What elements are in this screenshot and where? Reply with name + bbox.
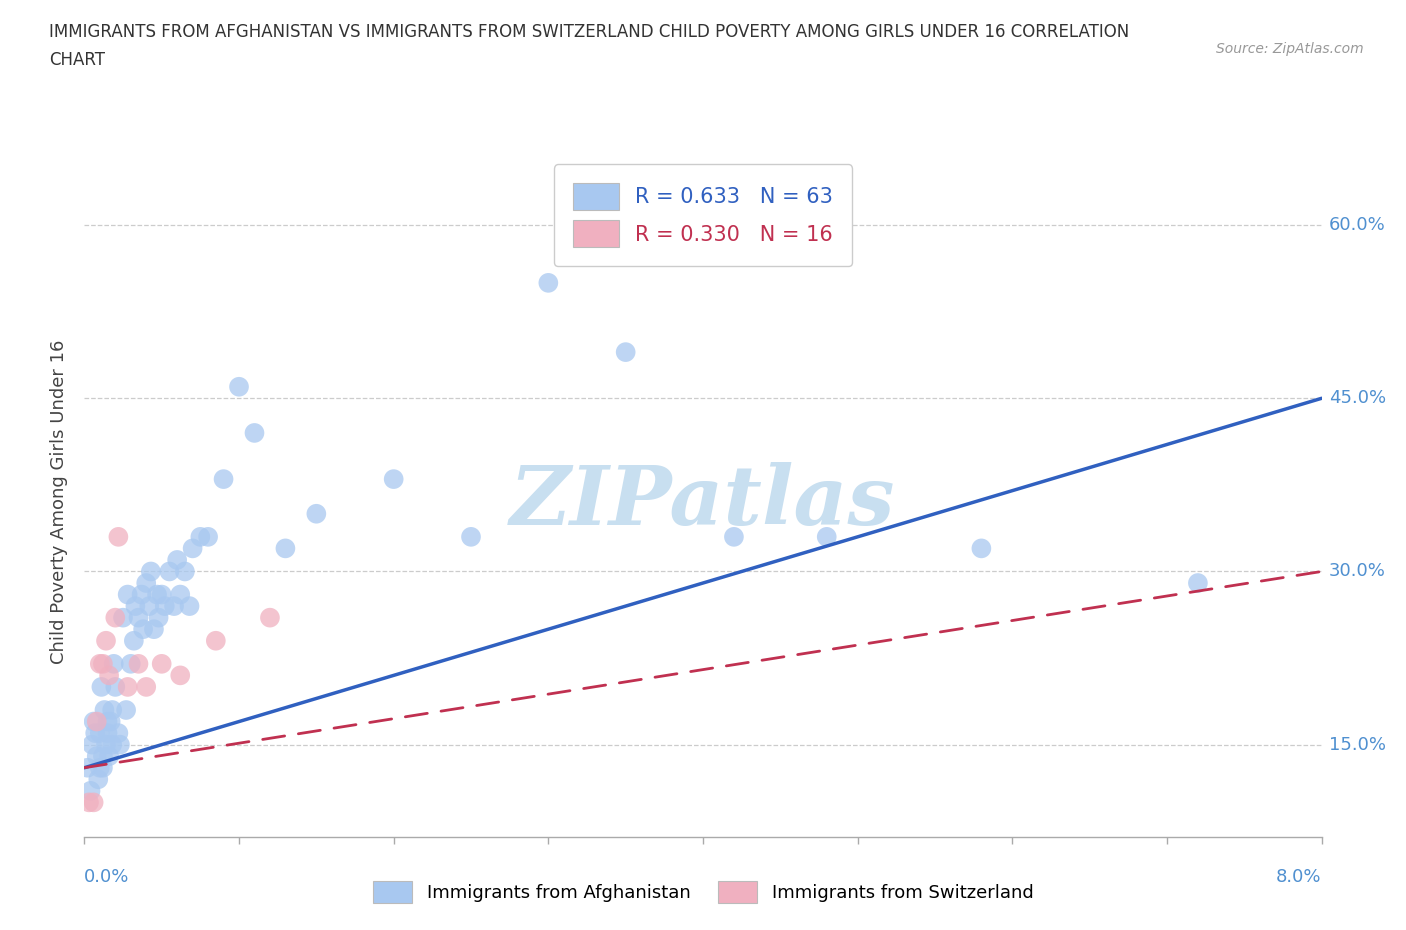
Point xyxy=(614,345,637,360)
Point xyxy=(76,761,98,776)
Y-axis label: Child Poverty Among Girls Under 16: Child Poverty Among Girls Under 16 xyxy=(51,340,69,664)
Text: 0.0%: 0.0% xyxy=(84,868,129,885)
Point xyxy=(143,622,166,637)
Point xyxy=(197,529,219,544)
Point xyxy=(91,657,114,671)
Point xyxy=(163,599,186,614)
Point xyxy=(89,725,111,740)
Point xyxy=(96,725,118,740)
Point xyxy=(135,576,157,591)
Legend: Immigrants from Afghanistan, Immigrants from Switzerland: Immigrants from Afghanistan, Immigrants … xyxy=(364,871,1042,911)
Point xyxy=(90,680,112,695)
Legend: R = 0.633   N = 63, R = 0.330   N = 16: R = 0.633 N = 63, R = 0.330 N = 16 xyxy=(554,165,852,266)
Point xyxy=(89,657,111,671)
Point xyxy=(153,599,176,614)
Point xyxy=(104,680,127,695)
Point xyxy=(537,275,560,290)
Point xyxy=(112,610,135,625)
Point xyxy=(146,587,169,602)
Point xyxy=(86,714,108,729)
Point xyxy=(138,599,160,614)
Point xyxy=(132,622,155,637)
Text: CHART: CHART xyxy=(49,51,105,69)
Point xyxy=(120,657,142,671)
Point xyxy=(135,680,157,695)
Point xyxy=(460,529,482,544)
Point xyxy=(174,564,197,578)
Point xyxy=(83,795,105,810)
Point xyxy=(91,761,114,776)
Point xyxy=(91,749,114,764)
Point xyxy=(188,529,212,544)
Point xyxy=(127,657,149,671)
Text: 60.0%: 60.0% xyxy=(1329,216,1385,234)
Point xyxy=(205,633,228,648)
Point xyxy=(77,795,100,810)
Point xyxy=(98,749,121,764)
Point xyxy=(150,587,173,602)
Point xyxy=(107,529,129,544)
Text: IMMIGRANTS FROM AFGHANISTAN VS IMMIGRANTS FROM SWITZERLAND CHILD POVERTY AMONG G: IMMIGRANTS FROM AFGHANISTAN VS IMMIGRANT… xyxy=(49,23,1129,41)
Point xyxy=(86,749,108,764)
Point xyxy=(815,529,838,544)
Point xyxy=(98,668,121,683)
Point xyxy=(166,552,188,567)
Point xyxy=(83,714,105,729)
Point xyxy=(79,783,101,798)
Point xyxy=(101,702,124,717)
Text: 8.0%: 8.0% xyxy=(1277,868,1322,885)
Point xyxy=(159,564,180,578)
Point xyxy=(93,702,115,717)
Point xyxy=(124,599,146,614)
Point xyxy=(104,610,127,625)
Point xyxy=(115,702,138,717)
Point xyxy=(101,737,124,752)
Point xyxy=(107,725,129,740)
Point xyxy=(212,472,235,486)
Point xyxy=(84,725,107,740)
Text: Source: ZipAtlas.com: Source: ZipAtlas.com xyxy=(1216,42,1364,56)
Point xyxy=(94,737,117,752)
Point xyxy=(382,472,405,486)
Point xyxy=(169,668,191,683)
Point xyxy=(117,680,139,695)
Text: 30.0%: 30.0% xyxy=(1329,563,1385,580)
Point xyxy=(139,564,162,578)
Point xyxy=(179,599,201,614)
Point xyxy=(228,379,250,394)
Point xyxy=(87,772,110,787)
Text: 15.0%: 15.0% xyxy=(1329,736,1385,753)
Point xyxy=(723,529,745,544)
Text: 45.0%: 45.0% xyxy=(1329,390,1386,407)
Point xyxy=(100,714,122,729)
Point xyxy=(305,506,328,521)
Point xyxy=(108,737,131,752)
Point xyxy=(89,761,111,776)
Point xyxy=(148,610,170,625)
Point xyxy=(96,714,118,729)
Point xyxy=(970,541,993,556)
Point xyxy=(150,657,173,671)
Point xyxy=(103,657,125,671)
Point xyxy=(169,587,191,602)
Point xyxy=(274,541,297,556)
Point xyxy=(82,737,104,752)
Point xyxy=(122,633,145,648)
Point xyxy=(94,633,117,648)
Point xyxy=(127,610,149,625)
Point xyxy=(117,587,139,602)
Point xyxy=(1187,576,1209,591)
Point xyxy=(243,426,266,441)
Point xyxy=(181,541,204,556)
Point xyxy=(259,610,281,625)
Point xyxy=(131,587,153,602)
Text: ZIPatlas: ZIPatlas xyxy=(510,462,896,542)
